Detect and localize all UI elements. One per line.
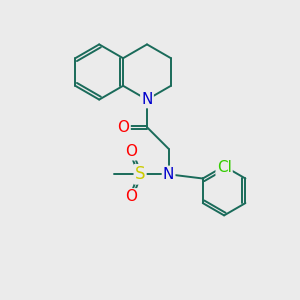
Text: N: N <box>163 167 174 182</box>
Text: Cl: Cl <box>217 160 232 175</box>
Text: S: S <box>135 165 145 183</box>
Text: O: O <box>125 189 137 204</box>
Text: O: O <box>118 120 130 135</box>
Text: O: O <box>125 144 137 159</box>
Text: N: N <box>141 92 153 107</box>
